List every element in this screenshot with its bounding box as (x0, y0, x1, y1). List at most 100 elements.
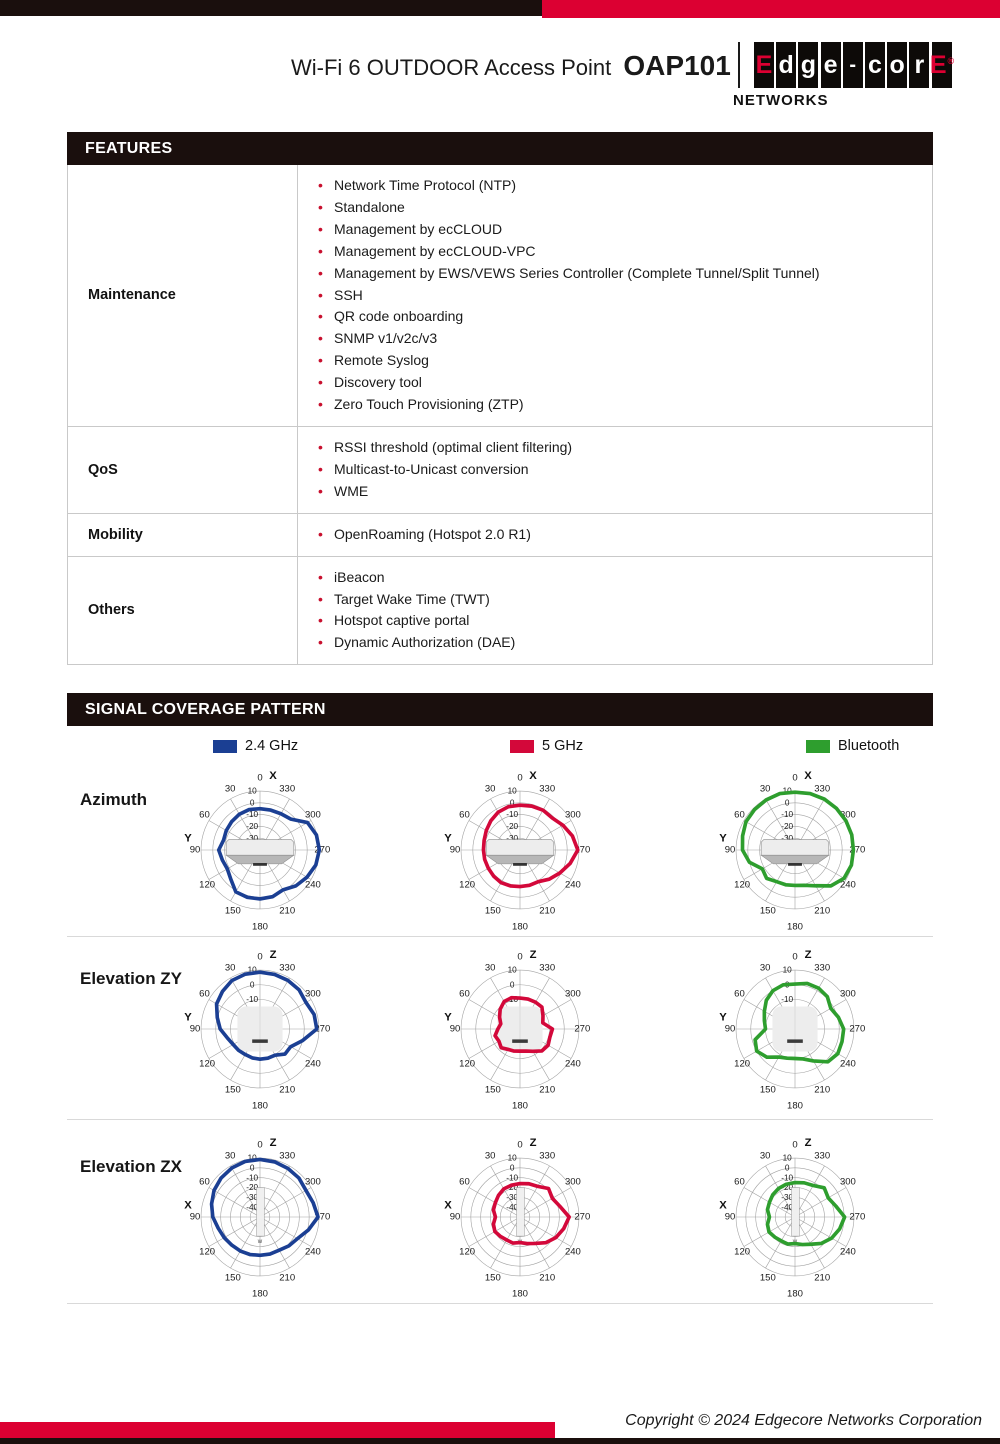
svg-text:210: 210 (814, 905, 830, 916)
svg-text:-20: -20 (246, 822, 258, 831)
svg-text:150: 150 (760, 1084, 776, 1095)
svg-text:-20: -20 (506, 822, 518, 831)
svg-text:10: 10 (508, 966, 518, 975)
svg-text:180: 180 (787, 1289, 803, 1300)
svg-text:0: 0 (510, 980, 515, 989)
svg-text:Z: Z (530, 1137, 537, 1149)
svg-text:0: 0 (257, 952, 262, 963)
svg-text:210: 210 (279, 1272, 295, 1283)
svg-text:60: 60 (459, 809, 470, 820)
svg-text:X: X (804, 770, 812, 782)
svg-text:180: 180 (787, 922, 803, 933)
svg-text:210: 210 (279, 905, 295, 916)
svg-text:330: 330 (279, 963, 295, 974)
svg-text:120: 120 (734, 1247, 750, 1258)
svg-text:0: 0 (250, 1163, 255, 1172)
svg-text:240: 240 (840, 1247, 856, 1258)
svg-text:180: 180 (512, 1101, 528, 1112)
svg-text:240: 240 (305, 880, 321, 891)
svg-text:300: 300 (565, 988, 581, 999)
svg-text:150: 150 (760, 1272, 776, 1283)
svg-text:X: X (184, 1199, 192, 1211)
svg-text:240: 240 (305, 1247, 321, 1258)
svg-text:Y: Y (444, 832, 452, 844)
svg-text:0: 0 (792, 1140, 797, 1151)
svg-text:150: 150 (760, 905, 776, 916)
svg-text:270: 270 (849, 1212, 865, 1223)
svg-text:30: 30 (225, 963, 236, 974)
svg-text:60: 60 (459, 1176, 470, 1187)
svg-text:30: 30 (760, 963, 771, 974)
svg-text:180: 180 (252, 1289, 268, 1300)
svg-text:330: 330 (539, 963, 555, 974)
svg-text:180: 180 (787, 1101, 803, 1112)
svg-text:10: 10 (783, 966, 793, 975)
svg-text:210: 210 (814, 1084, 830, 1095)
svg-text:60: 60 (199, 809, 210, 820)
svg-text:300: 300 (305, 988, 321, 999)
svg-text:90: 90 (450, 1212, 461, 1223)
svg-text:150: 150 (225, 1084, 241, 1095)
svg-text:150: 150 (485, 1272, 501, 1283)
svg-text:240: 240 (840, 1059, 856, 1070)
svg-text:240: 240 (565, 1247, 581, 1258)
svg-text:30: 30 (225, 1151, 236, 1162)
svg-text:330: 330 (539, 1151, 555, 1162)
svg-text:90: 90 (190, 845, 201, 856)
svg-text:0: 0 (250, 798, 255, 807)
svg-text:10: 10 (508, 1154, 518, 1163)
svg-text:30: 30 (760, 784, 771, 795)
svg-text:210: 210 (539, 1084, 555, 1095)
svg-text:0: 0 (517, 952, 522, 963)
svg-text:10: 10 (248, 787, 258, 796)
svg-text:330: 330 (279, 1151, 295, 1162)
svg-text:180: 180 (512, 1289, 528, 1300)
svg-text:90: 90 (725, 1212, 736, 1223)
svg-text:300: 300 (305, 1176, 321, 1187)
svg-text:0: 0 (792, 773, 797, 784)
svg-text:10: 10 (508, 787, 518, 796)
svg-text:90: 90 (190, 1024, 201, 1035)
svg-text:30: 30 (760, 1151, 771, 1162)
svg-text:180: 180 (252, 1101, 268, 1112)
svg-text:120: 120 (459, 1247, 475, 1258)
svg-text:300: 300 (840, 988, 856, 999)
svg-text:-10: -10 (246, 1173, 258, 1182)
svg-text:60: 60 (459, 988, 470, 999)
svg-text:-10: -10 (781, 1173, 793, 1182)
svg-text:90: 90 (725, 845, 736, 856)
svg-text:0: 0 (517, 1140, 522, 1151)
svg-text:0: 0 (785, 1163, 790, 1172)
svg-text:Z: Z (530, 949, 537, 961)
svg-text:150: 150 (485, 1084, 501, 1095)
svg-text:0: 0 (792, 952, 797, 963)
svg-text:-10: -10 (781, 810, 793, 819)
svg-text:-20: -20 (781, 822, 793, 831)
svg-text:0: 0 (250, 980, 255, 989)
svg-text:120: 120 (199, 1247, 215, 1258)
svg-text:-10: -10 (506, 1173, 518, 1182)
svg-text:0: 0 (257, 773, 262, 784)
svg-text:30: 30 (485, 1151, 496, 1162)
svg-text:w: w (257, 1239, 263, 1245)
svg-text:240: 240 (305, 1059, 321, 1070)
svg-text:30: 30 (485, 963, 496, 974)
svg-text:X: X (269, 770, 277, 782)
svg-text:Y: Y (184, 1011, 192, 1023)
svg-text:-10: -10 (506, 810, 518, 819)
svg-text:120: 120 (459, 1059, 475, 1070)
svg-text:120: 120 (734, 1059, 750, 1070)
svg-text:180: 180 (512, 922, 528, 933)
svg-text:10: 10 (783, 1154, 793, 1163)
svg-text:120: 120 (459, 880, 475, 891)
svg-text:240: 240 (565, 880, 581, 891)
svg-text:300: 300 (565, 1176, 581, 1187)
svg-text:60: 60 (199, 988, 210, 999)
svg-text:270: 270 (849, 1024, 865, 1035)
svg-text:120: 120 (734, 880, 750, 891)
svg-text:Z: Z (270, 1137, 277, 1149)
svg-text:Y: Y (719, 832, 727, 844)
svg-text:30: 30 (225, 784, 236, 795)
svg-text:0: 0 (257, 1140, 262, 1151)
svg-text:150: 150 (485, 905, 501, 916)
